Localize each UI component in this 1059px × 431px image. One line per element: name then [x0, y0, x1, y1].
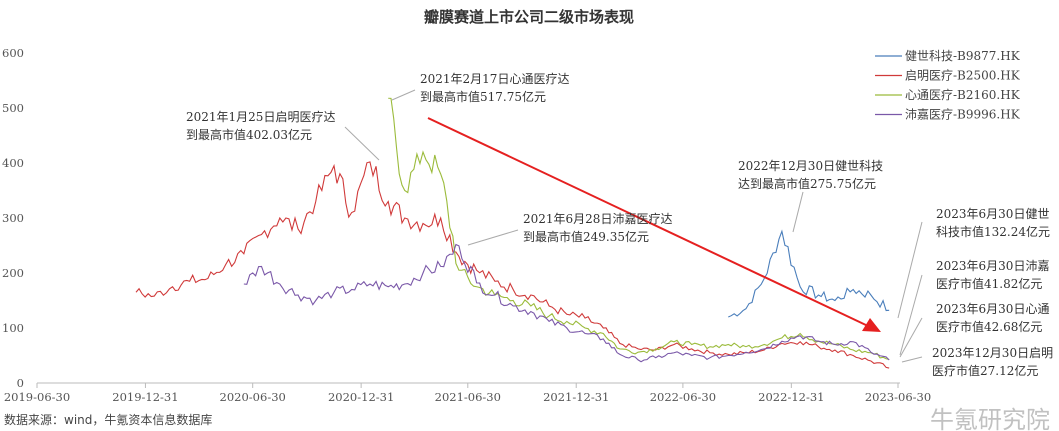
annotation-text: 医疗市值27.12亿元: [932, 363, 1038, 378]
annotation-text: 2021年1月25日启明医疗达: [186, 110, 335, 124]
trend-arrow: [427, 117, 869, 327]
source-note: 数据来源：wind，牛氪资本信息数据库: [4, 413, 213, 427]
annotation-text: 到最高市值517.75亿元: [420, 89, 546, 104]
annotation-text: 2023年6月30日心通: [936, 302, 1049, 316]
watermark: 牛氪研究院: [930, 406, 1050, 431]
y-tick-label: 200: [2, 266, 24, 280]
legend-label: 沛嘉医疗-B9996.HK: [905, 108, 1021, 122]
x-tick-label: 2020-12-31: [328, 390, 394, 404]
annotation-text: 医疗市值42.68亿元: [936, 319, 1042, 334]
annotation-leader: [391, 89, 416, 101]
x-tick-label: 2021-06-30: [435, 390, 501, 404]
x-tick-label: 2020-06-30: [220, 390, 286, 404]
arrow-head: [862, 318, 881, 332]
x-tick-label: 2019-06-30: [4, 390, 70, 404]
y-tick-label: 300: [2, 211, 24, 225]
series-line: [243, 243, 890, 363]
annotation-text: 2021年2月17日心通医疗达: [420, 72, 569, 86]
x-tick-label: 2022-12-31: [758, 390, 824, 404]
annotation-text: 2023年6月30日沛嘉: [936, 259, 1049, 273]
annotation-leader: [899, 317, 923, 358]
annotation-text: 到最高市值249.35亿元: [523, 229, 649, 244]
annotation-leader: [901, 356, 923, 363]
legend-label: 健世科技-B9877.HK: [905, 49, 1021, 63]
annotation-leader: [344, 126, 380, 161]
y-tick-label: 400: [2, 156, 24, 170]
x-tick-label: 2019-12-31: [112, 390, 178, 404]
y-tick-label: 100: [2, 321, 24, 335]
x-tick-label: 2021-12-31: [543, 390, 609, 404]
annotation-text: 科技市值132.24亿元: [936, 224, 1050, 239]
annotation-text: 医疗市值41.82亿元: [936, 276, 1042, 291]
annotation-leader: [897, 221, 923, 319]
series-line: [388, 97, 890, 361]
annotation-leader: [467, 229, 519, 246]
annotation-leader: [792, 191, 804, 233]
series-line: [728, 229, 890, 318]
x-tick-label: 2022-06-30: [650, 390, 716, 404]
legend-label: 心通医疗-B2160.HK: [905, 88, 1021, 102]
annotation-text: 2022年12月30日健世科技: [738, 159, 883, 173]
annotation-text: 到最高市值402.03亿元: [186, 127, 312, 142]
annotation-text: 达到最高市值275.75亿元: [738, 176, 876, 191]
y-tick-label: 0: [17, 376, 24, 390]
y-tick-label: 600: [2, 46, 24, 60]
chart-title: 瓣膜赛道上市公司二级市场表现: [424, 8, 634, 26]
series-line: [135, 161, 890, 369]
annotation-text: 2021年6月28日沛嘉医疗达: [523, 212, 672, 226]
y-tick-label: 500: [2, 101, 24, 115]
legend-label: 启明医疗-B2500.HK: [905, 69, 1021, 83]
annotation-text: 2023年12月30日启明: [932, 346, 1053, 360]
annotation-leader: [899, 274, 923, 356]
annotation-text: 2023年6月30日健世: [936, 207, 1049, 221]
x-tick-label: 2023-06-30: [865, 390, 931, 404]
